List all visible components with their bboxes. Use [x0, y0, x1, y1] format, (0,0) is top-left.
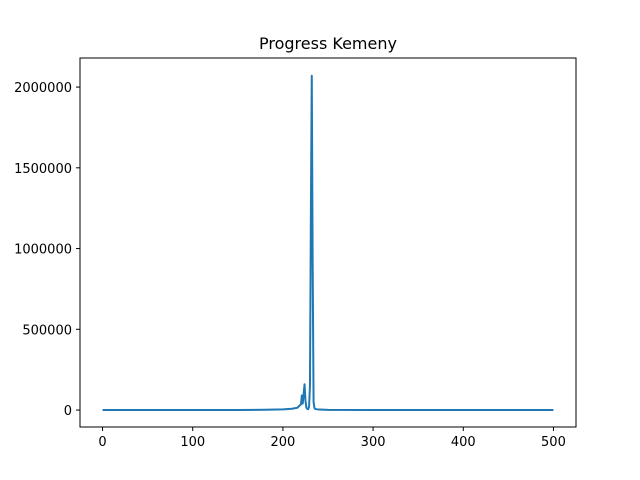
- y-tick-label: 0: [64, 404, 72, 419]
- x-tick-label: 100: [180, 435, 205, 450]
- y-tick-label: 2000000: [14, 81, 72, 96]
- y-tick-label: 500000: [22, 323, 72, 338]
- x-tick-label: 300: [361, 435, 386, 450]
- x-tick-label: 400: [451, 435, 476, 450]
- y-axis-ticks: 0 500000 1000000 1500000 2000000: [14, 81, 80, 419]
- x-tick-label: 200: [270, 435, 295, 450]
- x-tick-label: 0: [98, 435, 106, 450]
- plot-frame: [79, 57, 577, 428]
- x-tick-label: 500: [541, 435, 566, 450]
- y-tick-label: 1500000: [14, 162, 72, 177]
- x-axis-ticks: 0 100 200 300 400 500: [98, 427, 566, 450]
- y-tick-label: 1000000: [14, 243, 72, 258]
- series-line: [102, 74, 554, 412]
- chart-title: Progress Kemeny: [259, 34, 397, 53]
